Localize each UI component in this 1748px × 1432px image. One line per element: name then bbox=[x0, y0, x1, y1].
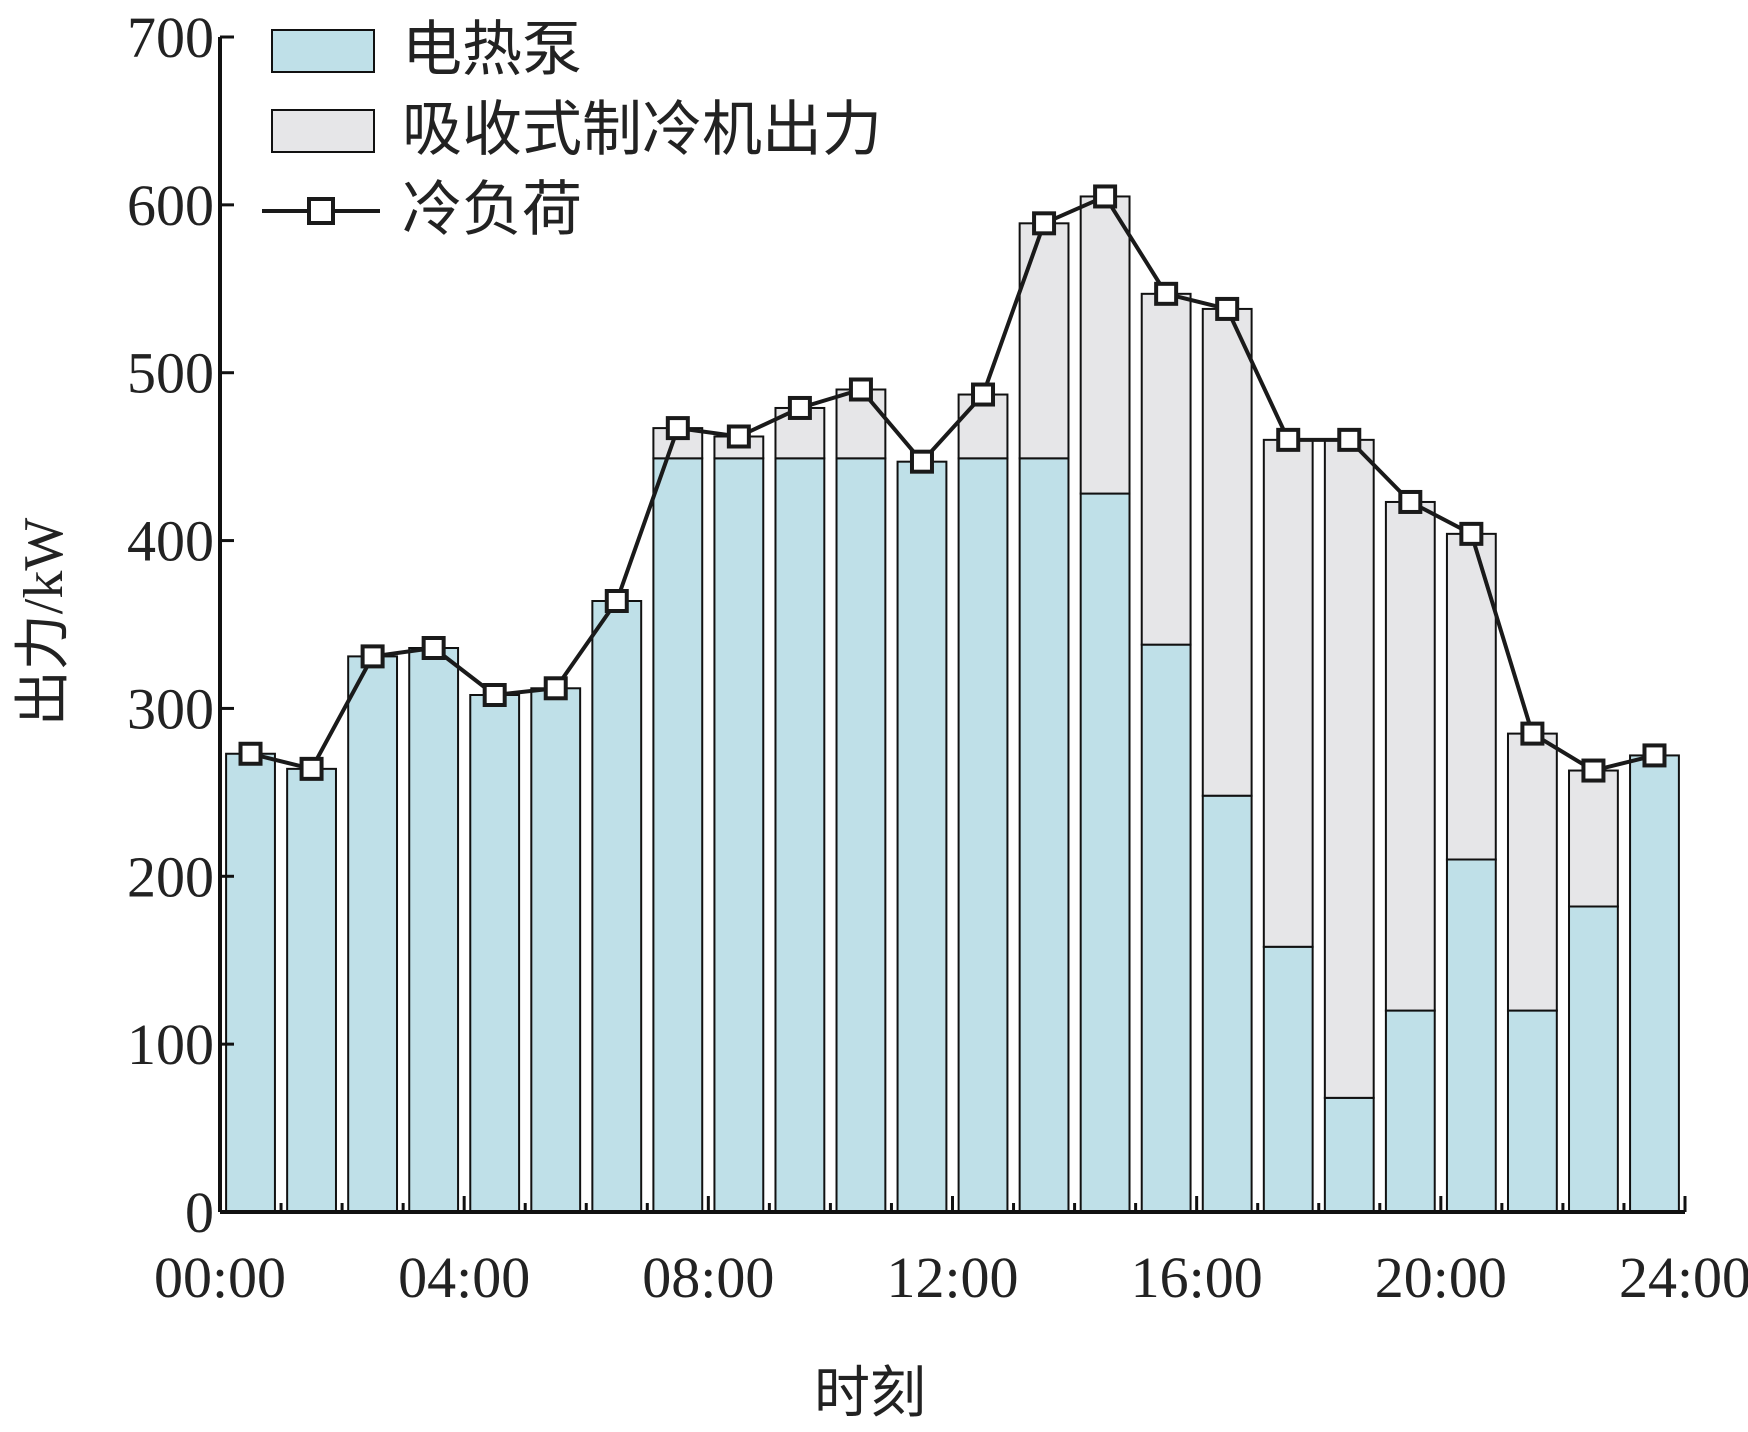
bar-heat-pump-19 bbox=[1323, 1096, 1375, 1214]
bar-heat-pump-2 bbox=[286, 767, 337, 1213]
y-tick-label-500: 500 bbox=[127, 341, 214, 406]
bar-absorption-chiller-23 bbox=[1568, 769, 1619, 908]
bar-absorption-chiller-16 bbox=[1140, 292, 1192, 646]
cooling-load-line bbox=[250, 193, 1655, 773]
cooling-load-marker-16 bbox=[1154, 281, 1179, 306]
x-tick-label-0400: 04:00 bbox=[398, 1245, 530, 1310]
cooling-load-marker-15 bbox=[1093, 184, 1118, 209]
bar-heat-pump-12 bbox=[896, 460, 948, 1213]
legend-heat-pump-swatch bbox=[271, 29, 375, 73]
cooling-load-marker-23 bbox=[1581, 758, 1606, 783]
bar-absorption-chiller-19 bbox=[1323, 438, 1375, 1099]
bar-absorption-chiller-15 bbox=[1079, 195, 1131, 495]
legend-absorption-chiller-label: 吸收式制冷机出力 bbox=[402, 97, 882, 163]
y-tick-label-0: 0 bbox=[185, 1180, 214, 1245]
y-tick-label-400: 400 bbox=[127, 509, 214, 574]
cooling-load-marker-3 bbox=[360, 644, 385, 669]
x-tick-label-1200: 12:00 bbox=[886, 1245, 1018, 1310]
legend-cooling-load-label: 冷负荷 bbox=[402, 177, 582, 243]
cooling-load-marker-14 bbox=[1032, 211, 1057, 236]
y-tick-label-600: 600 bbox=[127, 173, 214, 238]
cooling-load-marker-13 bbox=[971, 382, 996, 407]
cooling-load-marker-6 bbox=[543, 676, 568, 701]
bar-heat-pump-20 bbox=[1384, 1009, 1436, 1213]
bar-heat-pump-18 bbox=[1262, 945, 1314, 1213]
y-tick-label-100: 100 bbox=[127, 1012, 214, 1077]
cooling-load-marker-21 bbox=[1459, 521, 1484, 546]
bar-heat-pump-9 bbox=[713, 457, 765, 1214]
bar-heat-pump-6 bbox=[530, 687, 582, 1213]
bar-heat-pump-5 bbox=[469, 694, 521, 1213]
x-tick-label-1600: 16:00 bbox=[1131, 1245, 1263, 1310]
bar-heat-pump-10 bbox=[774, 457, 826, 1214]
cooling-load-marker-18 bbox=[1276, 427, 1301, 452]
cooling-load-marker-7 bbox=[604, 589, 629, 613]
bar-absorption-chiller-17 bbox=[1201, 307, 1253, 797]
legend-cooling-load-marker bbox=[307, 197, 335, 225]
cooling-load-marker-17 bbox=[1215, 296, 1240, 321]
bar-heat-pump-22 bbox=[1506, 1009, 1558, 1213]
load-line-layer bbox=[238, 184, 1667, 783]
y-axis-label: 出力/kW bbox=[13, 518, 75, 727]
axes-layer: 0 100 200 300 400 500 600 700 00:00 04:00 08:00 12:… bbox=[127, 5, 1748, 1310]
y-tick-label-200: 200 bbox=[127, 844, 214, 909]
x-tick-label-2400: 24:00 bbox=[1619, 1245, 1748, 1310]
legend-heat-pump-label: 电热泵 bbox=[402, 17, 582, 83]
cooling-load-marker-5 bbox=[482, 683, 507, 707]
y-tick-label-700: 700 bbox=[127, 5, 214, 70]
bar-heat-pump-14 bbox=[1018, 457, 1070, 1214]
cooling-load-marker-20 bbox=[1398, 489, 1423, 514]
cooling-load-marker-19 bbox=[1337, 427, 1362, 452]
bar-heat-pump-4 bbox=[408, 647, 460, 1213]
bar-absorption-chiller-22 bbox=[1506, 732, 1558, 1012]
cooling-load-marker-10 bbox=[787, 395, 812, 420]
y-tick-label-300: 300 bbox=[127, 676, 214, 741]
x-tick-label-2000: 20:00 bbox=[1375, 1245, 1507, 1310]
bar-absorption-chiller-18 bbox=[1262, 438, 1314, 948]
legend-absorption-chiller-swatch bbox=[271, 109, 375, 153]
x-axis-label: 时刻 bbox=[814, 1363, 926, 1425]
cooling-load-marker-8 bbox=[665, 416, 690, 441]
bar-absorption-chiller-14 bbox=[1018, 222, 1070, 460]
x-tick-label-0000: 00:00 bbox=[154, 1245, 286, 1310]
bar-heat-pump-24 bbox=[1629, 754, 1680, 1214]
bars-layer bbox=[225, 195, 1680, 1214]
bar-heat-pump-13 bbox=[957, 457, 1009, 1214]
bar-absorption-chiller-20 bbox=[1384, 500, 1436, 1012]
x-tick-label-0800: 08:00 bbox=[642, 1245, 774, 1310]
cooling-load-marker-11 bbox=[848, 377, 873, 402]
bar-heat-pump-21 bbox=[1445, 858, 1497, 1213]
cooling-load-marker-4 bbox=[421, 636, 446, 660]
cooling-load-marker-1 bbox=[238, 741, 263, 766]
bar-heat-pump-7 bbox=[591, 600, 643, 1213]
cooling-load-marker-12 bbox=[909, 449, 934, 474]
bar-heat-pump-1 bbox=[225, 752, 276, 1213]
cooling-load-marker-22 bbox=[1520, 721, 1545, 746]
bar-heat-pump-17 bbox=[1201, 794, 1253, 1213]
bar-absorption-chiller-21 bbox=[1445, 532, 1497, 861]
cooling-load-marker-9 bbox=[726, 424, 751, 449]
bar-heat-pump-3 bbox=[347, 655, 399, 1213]
bar-heat-pump-8 bbox=[652, 457, 704, 1214]
bar-absorption-chiller-13 bbox=[957, 393, 1009, 460]
bar-heat-pump-11 bbox=[835, 457, 887, 1214]
bar-heat-pump-16 bbox=[1140, 643, 1192, 1213]
cooling-load-marker-24 bbox=[1642, 743, 1667, 768]
cooling-load-marker-2 bbox=[299, 756, 324, 781]
bar-heat-pump-23 bbox=[1568, 905, 1619, 1213]
bar-heat-pump-15 bbox=[1079, 492, 1131, 1214]
